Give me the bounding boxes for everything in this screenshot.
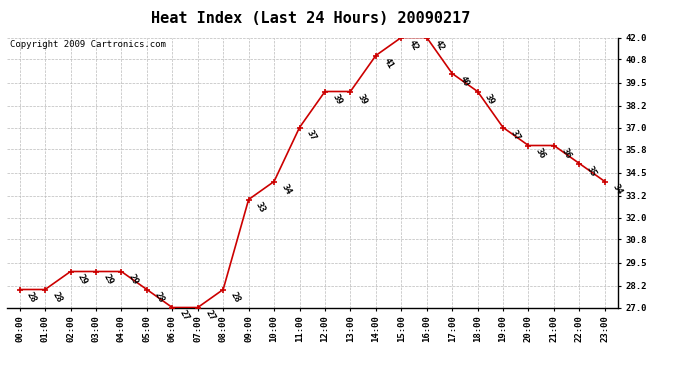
Text: 42: 42 [432, 39, 446, 53]
Text: 29: 29 [127, 273, 140, 287]
Text: 35: 35 [585, 165, 598, 179]
Text: 39: 39 [331, 93, 344, 107]
Text: 34: 34 [611, 183, 624, 197]
Text: 28: 28 [152, 291, 166, 305]
Text: Heat Index (Last 24 Hours) 20090217: Heat Index (Last 24 Hours) 20090217 [151, 11, 470, 26]
Text: Copyright 2009 Cartronics.com: Copyright 2009 Cartronics.com [10, 40, 166, 49]
Text: 27: 27 [204, 309, 217, 323]
Text: 34: 34 [279, 183, 293, 197]
Text: 28: 28 [25, 291, 39, 305]
Text: 37: 37 [509, 129, 522, 143]
Text: 29: 29 [101, 273, 115, 287]
Text: 40: 40 [457, 75, 471, 89]
Text: 33: 33 [254, 201, 267, 215]
Text: 36: 36 [560, 147, 573, 161]
Text: 37: 37 [305, 129, 318, 143]
Text: 39: 39 [483, 93, 496, 107]
Text: 36: 36 [534, 147, 547, 161]
Text: 27: 27 [178, 309, 191, 323]
Text: 42: 42 [407, 39, 420, 53]
Text: 39: 39 [356, 93, 369, 107]
Text: 29: 29 [76, 273, 89, 287]
Text: 28: 28 [228, 291, 242, 305]
Text: 28: 28 [50, 291, 63, 305]
Text: 41: 41 [382, 57, 395, 71]
